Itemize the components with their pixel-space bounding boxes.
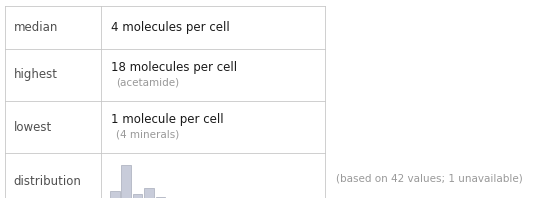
Text: median: median — [14, 21, 58, 34]
Text: lowest: lowest — [14, 121, 52, 134]
Text: 18 molecules per cell: 18 molecules per cell — [111, 61, 237, 74]
Text: (acetamide): (acetamide) — [116, 77, 180, 87]
Bar — [144, 188, 154, 198]
Text: 1 molecule per cell: 1 molecule per cell — [111, 113, 223, 126]
Text: 4 molecules per cell: 4 molecules per cell — [111, 21, 229, 34]
Text: distribution: distribution — [14, 175, 81, 188]
Text: (4 minerals): (4 minerals) — [116, 130, 180, 140]
Text: (based on 42 values; 1 unavailable): (based on 42 values; 1 unavailable) — [336, 173, 523, 183]
Bar — [156, 197, 165, 198]
Bar — [121, 165, 131, 198]
Text: highest: highest — [14, 68, 58, 81]
Bar — [110, 191, 120, 198]
Bar — [133, 194, 143, 198]
